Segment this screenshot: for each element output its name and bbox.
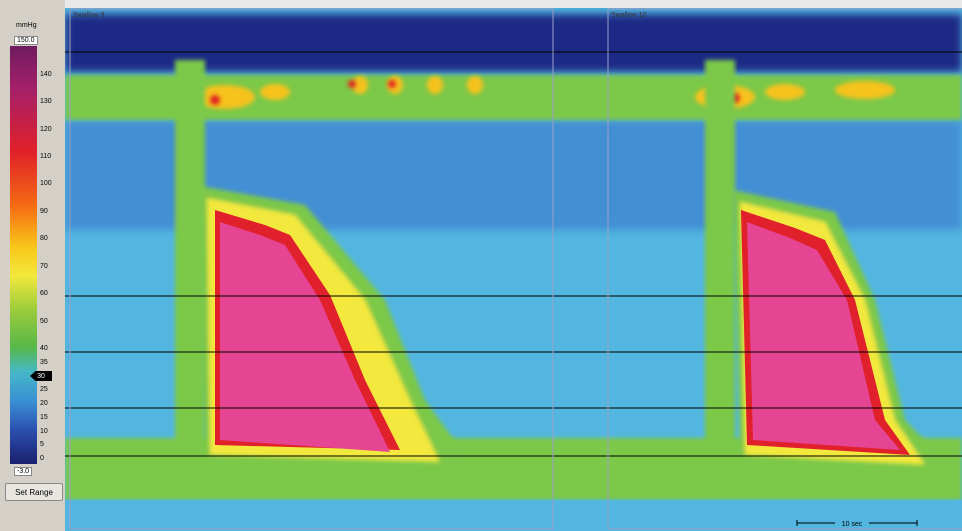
scale-tick: 25	[40, 386, 48, 394]
scale-tick: 100	[40, 180, 52, 188]
scale-tick: 140	[40, 71, 52, 79]
time-scale-label: 10 sec	[842, 521, 863, 528]
swallow-label: Swallow 10	[611, 12, 647, 19]
min-value: -3.0	[14, 467, 32, 476]
unit-label: mmHg	[16, 22, 37, 29]
manometry-screen: mmHg 150.0 14013012011010090807060504035…	[0, 0, 962, 531]
scale-tick: 0	[40, 455, 44, 463]
heatmap	[65, 0, 962, 531]
scale-tick: 90	[40, 208, 48, 216]
scale-tick: 10	[40, 428, 48, 436]
scale-tick: 60	[40, 290, 48, 298]
pressure-topography: Swallow 9 Swallow 10 10 sec	[65, 0, 962, 531]
color-scale	[10, 46, 37, 464]
scale-tick: 15	[40, 414, 48, 422]
scale-tick: 130	[40, 98, 52, 106]
scale-tick: 50	[40, 318, 48, 326]
scale-tick: 35	[40, 359, 48, 367]
scale-tick: 110	[40, 153, 51, 161]
scale-tick: 80	[40, 235, 48, 243]
scale-tick: 120	[40, 126, 52, 134]
max-value: 150.0	[14, 36, 38, 45]
marker-text: 30	[37, 373, 45, 380]
scale-tick: 5	[40, 441, 44, 449]
scale-tick: 70	[40, 263, 48, 271]
set-range-button[interactable]: Set Range	[5, 483, 63, 501]
swallow-label: Swallow 9	[73, 12, 105, 19]
scale-tick: 20	[40, 400, 48, 408]
scale-tick: 40	[40, 345, 48, 353]
